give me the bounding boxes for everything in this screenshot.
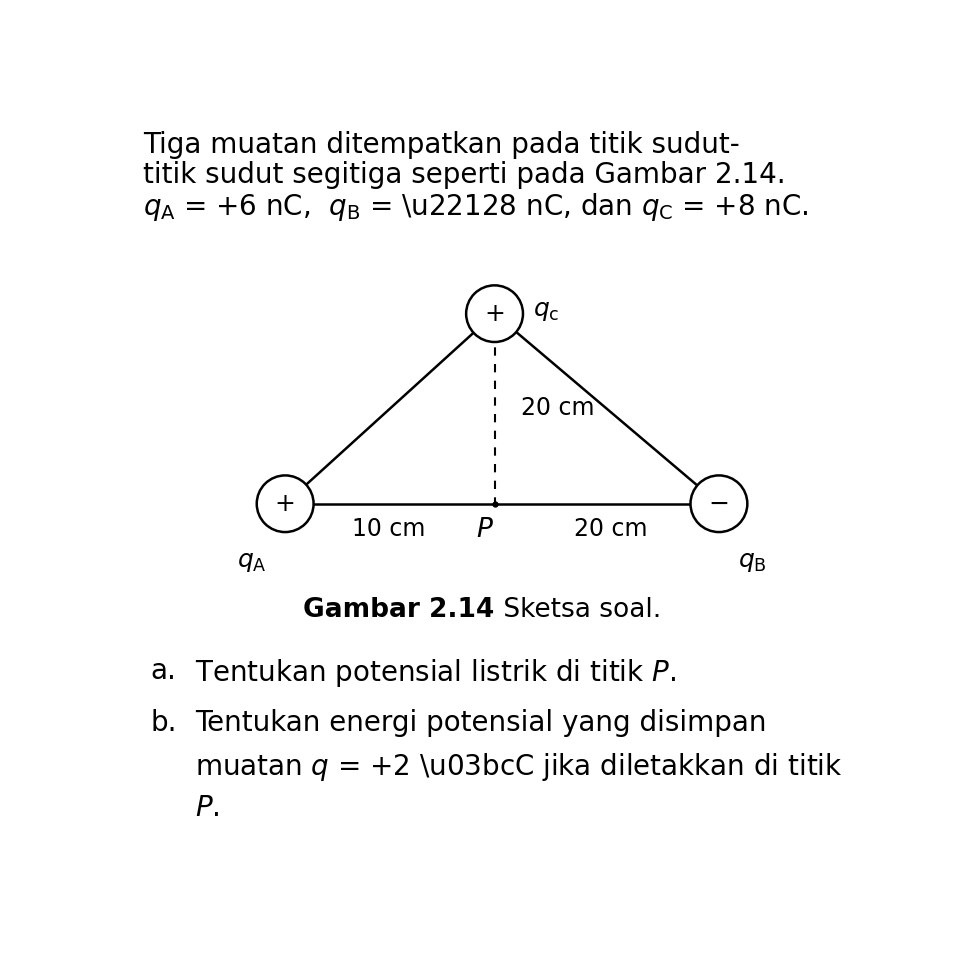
Circle shape [691,475,747,532]
Text: 20 cm: 20 cm [574,517,648,541]
Text: Tiga muatan ditempatkan pada titik sudut-: Tiga muatan ditempatkan pada titik sudut… [143,131,740,159]
Text: $q_\mathrm{A}$: $q_\mathrm{A}$ [236,550,266,574]
Text: +: + [484,302,505,325]
Text: $P$.: $P$. [195,794,220,822]
Circle shape [466,286,523,342]
Text: muatan $q$ = +2 \u03bcC jika diletakkan di titik: muatan $q$ = +2 \u03bcC jika diletakkan … [195,751,843,783]
Text: b.: b. [151,709,177,737]
Text: Tentukan energi potensial yang disimpan: Tentukan energi potensial yang disimpan [195,709,767,737]
Text: Sketsa soal.: Sketsa soal. [494,597,661,623]
Text: titik sudut segitiga seperti pada Gambar 2.14.: titik sudut segitiga seperti pada Gambar… [143,161,786,189]
Text: Gambar 2.14: Gambar 2.14 [303,597,494,623]
Text: a.: a. [151,656,177,684]
Circle shape [257,475,314,532]
Text: P: P [477,517,492,543]
Text: Tentukan potensial listrik di titik $P$.: Tentukan potensial listrik di titik $P$. [195,656,676,688]
Text: $q_\mathrm{A}$ = +6 nC,  $q_\mathrm{B}$ = \u22128 nC, dan $q_\mathrm{C}$ = +8 nC: $q_\mathrm{A}$ = +6 nC, $q_\mathrm{B}$ =… [143,191,809,223]
Text: $q_\mathrm{c}$: $q_\mathrm{c}$ [534,299,560,323]
Text: −: − [708,492,730,516]
Text: +: + [275,492,295,516]
Text: $q_\mathrm{B}$: $q_\mathrm{B}$ [737,550,766,574]
Text: 10 cm: 10 cm [351,517,425,541]
Text: 20 cm: 20 cm [521,396,594,420]
